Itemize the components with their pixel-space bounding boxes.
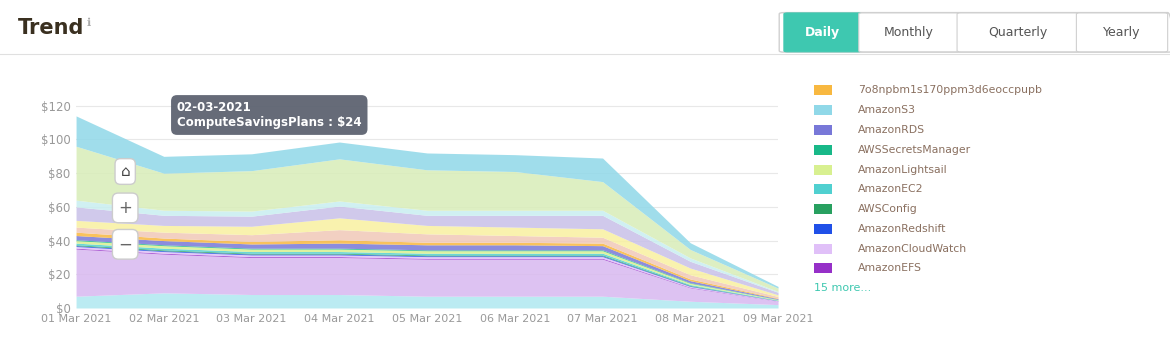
Text: Monthly: Monthly [885, 26, 934, 39]
Bar [814, 224, 832, 234]
Text: AmazonEC2: AmazonEC2 [859, 184, 923, 194]
Text: AmazonS3: AmazonS3 [859, 105, 916, 115]
Bar [814, 145, 832, 155]
Text: Yearly: Yearly [1103, 26, 1141, 39]
Text: 15 more...: 15 more... [814, 283, 872, 293]
Text: AmazonCloudWatch: AmazonCloudWatch [859, 244, 968, 254]
Text: Trend: Trend [18, 18, 84, 37]
Text: ℹ: ℹ [87, 18, 91, 28]
Text: 02-03-2021
ComputeSavingsPlans : $24: 02-03-2021 ComputeSavingsPlans : $24 [177, 101, 362, 129]
Bar [814, 105, 832, 115]
Text: AWSConfig: AWSConfig [859, 204, 918, 214]
Text: AmazonRedshift: AmazonRedshift [859, 224, 947, 234]
Text: AmazonEFS: AmazonEFS [859, 264, 922, 273]
Text: AmazonRDS: AmazonRDS [859, 125, 925, 135]
Bar [814, 244, 832, 254]
Bar [814, 204, 832, 214]
Bar [814, 164, 832, 175]
Bar [814, 125, 832, 135]
Text: 7o8npbm1s170ppm3d6eoccpupb: 7o8npbm1s170ppm3d6eoccpupb [859, 85, 1042, 96]
Text: +: + [118, 199, 132, 217]
Text: ⌂: ⌂ [121, 164, 130, 179]
Text: Daily: Daily [805, 26, 840, 39]
Bar [814, 264, 832, 273]
Bar [814, 85, 832, 96]
Bar [814, 184, 832, 194]
Text: −: − [118, 235, 132, 253]
Text: Quarterly: Quarterly [989, 26, 1047, 39]
Text: AmazonLightsail: AmazonLightsail [859, 164, 948, 175]
Text: AWSSecretsManager: AWSSecretsManager [859, 145, 971, 155]
